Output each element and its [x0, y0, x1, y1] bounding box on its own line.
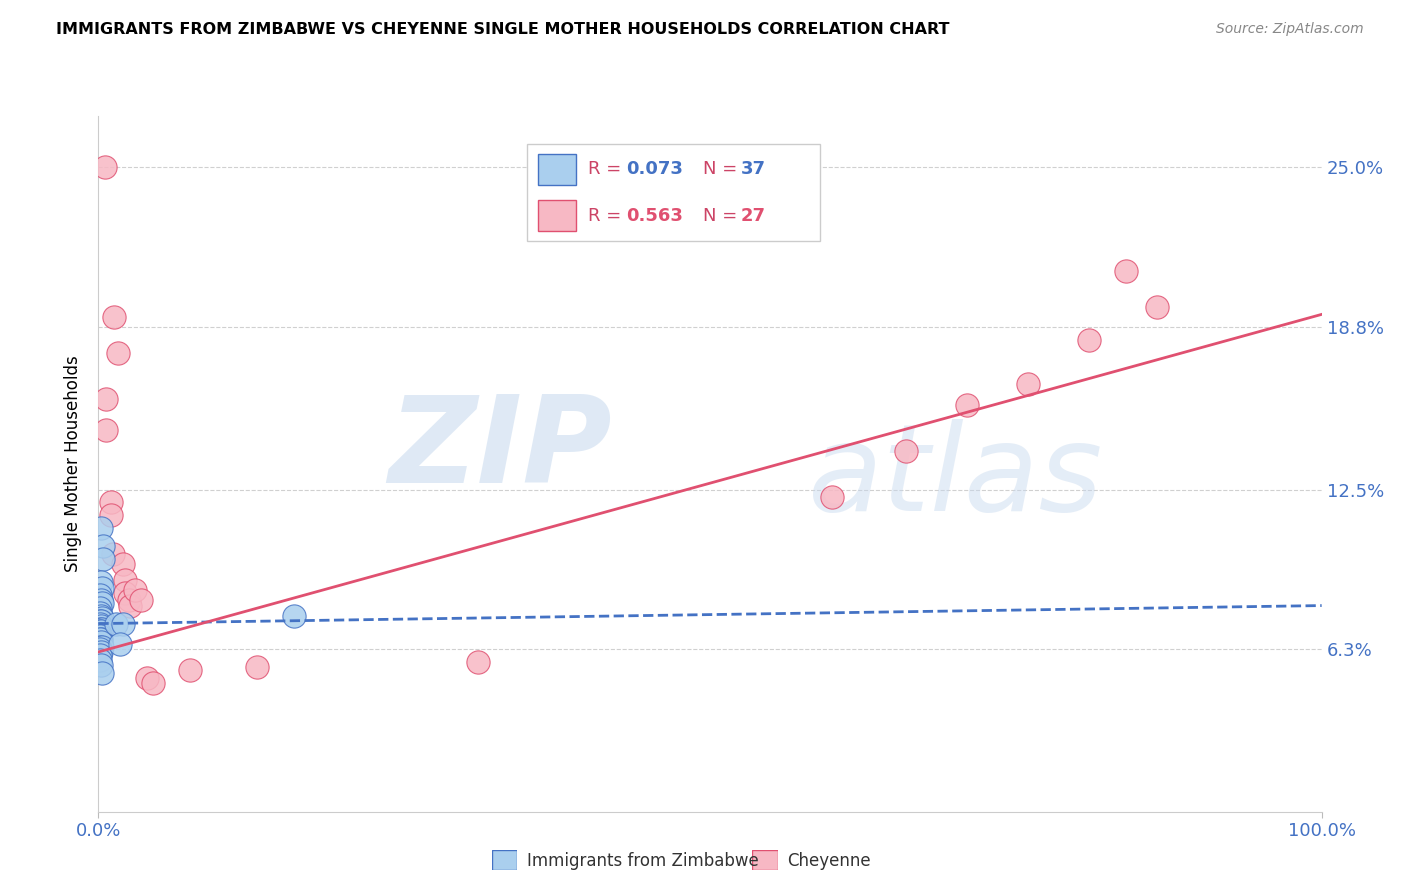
FancyBboxPatch shape [752, 850, 778, 870]
Point [894, 444, 917, 458]
Text: 27: 27 [741, 207, 766, 225]
Point [114, 573, 136, 587]
Text: R =: R = [588, 161, 627, 178]
Point [91, 665, 114, 680]
Point [118, 593, 141, 607]
Text: IMMIGRANTS FROM ZIMBABWE VS CHEYENNE SINGLE MOTHER HOUSEHOLDS CORRELATION CHART: IMMIGRANTS FROM ZIMBABWE VS CHEYENNE SIN… [56, 22, 949, 37]
Text: 0.563: 0.563 [626, 207, 683, 225]
Point [821, 491, 844, 505]
Point [91, 581, 114, 595]
Point [956, 398, 979, 412]
Point [110, 637, 132, 651]
Point [91, 611, 114, 625]
FancyBboxPatch shape [538, 153, 576, 185]
FancyBboxPatch shape [492, 850, 517, 870]
Text: Immigrants from Zimbabwe: Immigrants from Zimbabwe [527, 852, 759, 870]
Point [90, 593, 112, 607]
Point [114, 585, 136, 599]
Point [467, 655, 489, 669]
Point [91, 552, 114, 566]
Point [94, 423, 117, 437]
Point [100, 495, 122, 509]
Point [90, 634, 112, 648]
Point [89, 630, 111, 644]
Point [179, 663, 201, 677]
Text: N =: N = [703, 207, 742, 225]
Point [89, 616, 111, 631]
Point [124, 583, 146, 598]
Point [246, 660, 269, 674]
Text: atlas: atlas [808, 419, 1104, 536]
Point [101, 547, 124, 561]
Text: R =: R = [588, 207, 627, 225]
Point [89, 624, 111, 639]
Point [89, 648, 111, 662]
Y-axis label: Single Mother Households: Single Mother Households [65, 356, 83, 572]
Point [90, 608, 112, 623]
FancyBboxPatch shape [527, 144, 820, 241]
Text: ZIP: ZIP [388, 392, 612, 508]
Point [89, 627, 111, 641]
Text: 37: 37 [741, 161, 766, 178]
Point [89, 607, 111, 621]
Point [89, 640, 111, 654]
FancyBboxPatch shape [538, 201, 576, 231]
Point [90, 619, 112, 633]
Text: 0.073: 0.073 [626, 161, 683, 178]
Point [111, 558, 134, 572]
Point [89, 601, 111, 615]
Text: Cheyenne: Cheyenne [787, 852, 870, 870]
Point [100, 508, 122, 523]
Point [89, 642, 111, 657]
Point [93, 161, 115, 175]
Point [283, 608, 305, 623]
Point [129, 593, 152, 607]
Point [103, 310, 125, 324]
Point [91, 539, 114, 553]
Point [90, 575, 112, 590]
Point [90, 657, 112, 672]
Point [89, 653, 111, 667]
Point [104, 616, 127, 631]
Point [90, 521, 112, 535]
Point [90, 632, 112, 646]
Point [89, 632, 111, 646]
Point [111, 616, 134, 631]
Point [91, 640, 114, 654]
Point [120, 599, 142, 613]
Point [91, 596, 114, 610]
Point [142, 676, 165, 690]
Point [90, 645, 112, 659]
Text: N =: N = [703, 161, 742, 178]
Point [89, 614, 111, 628]
Point [107, 346, 129, 360]
Point [91, 622, 114, 636]
Point [1115, 263, 1137, 277]
Point [90, 624, 112, 639]
Point [90, 614, 112, 628]
Point [1078, 333, 1101, 347]
Point [1017, 376, 1039, 391]
Point [136, 671, 159, 685]
Point [89, 588, 111, 602]
Point [89, 622, 111, 636]
Point [94, 392, 117, 407]
Text: Source: ZipAtlas.com: Source: ZipAtlas.com [1216, 22, 1364, 37]
Point [1146, 300, 1168, 314]
